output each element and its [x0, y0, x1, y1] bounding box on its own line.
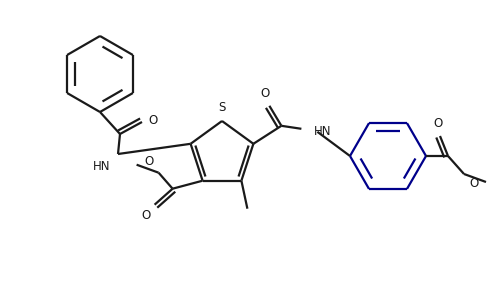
Text: O: O	[469, 177, 478, 190]
Text: O: O	[141, 209, 151, 222]
Text: HN: HN	[313, 125, 331, 138]
Text: O: O	[261, 87, 270, 100]
Text: O: O	[433, 117, 443, 130]
Text: S: S	[218, 101, 226, 114]
Text: O: O	[144, 155, 154, 168]
Text: HN: HN	[92, 160, 110, 173]
Text: O: O	[148, 114, 157, 126]
